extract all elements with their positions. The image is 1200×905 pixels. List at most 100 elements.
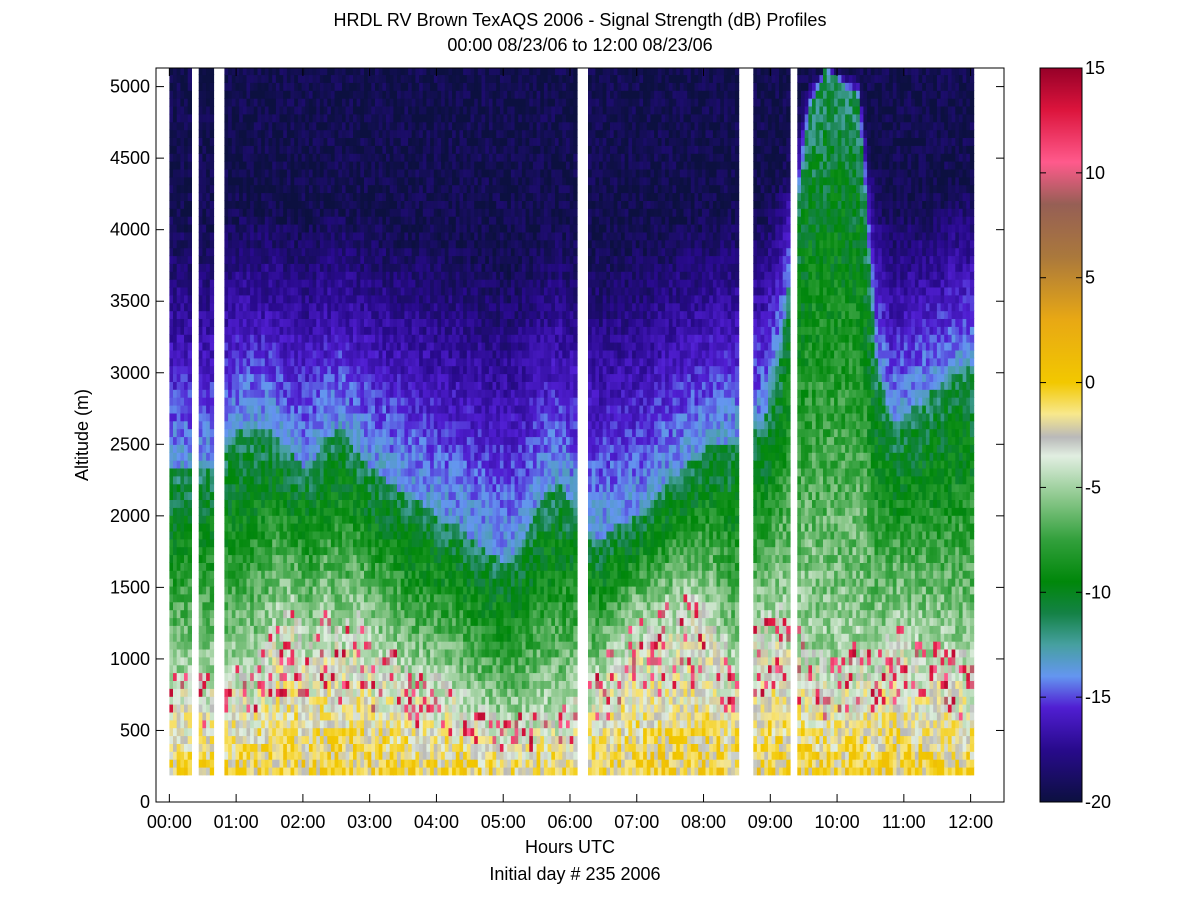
heatmap-cell (250, 586, 254, 595)
heatmap-cell (254, 350, 258, 359)
heatmap-cell (224, 728, 228, 737)
heatmap-cell (254, 625, 258, 634)
heatmap-cell (173, 736, 177, 745)
heatmap-cell (269, 106, 273, 115)
heatmap-cell (173, 767, 177, 776)
heatmap-cell (243, 673, 247, 682)
heatmap-cell (210, 476, 214, 485)
heatmap-cell (265, 436, 269, 445)
heatmap-cell (254, 366, 258, 375)
heatmap-cell (269, 82, 273, 91)
heatmap-cell (250, 240, 254, 249)
heatmap-cell (202, 673, 206, 682)
heatmap-cell (206, 177, 210, 186)
heatmap-cell (269, 271, 273, 280)
heatmap-cell (173, 468, 177, 477)
heatmap-cell (258, 137, 262, 146)
heatmap-cell (269, 389, 273, 398)
heatmap-cell (224, 570, 228, 579)
heatmap-cell (280, 374, 284, 383)
heatmap-cell (280, 712, 284, 721)
heatmap-cell (232, 625, 236, 634)
heatmap-cell (250, 680, 254, 689)
heatmap-cell (199, 704, 203, 713)
heatmap-cell (258, 468, 262, 477)
heatmap-cell (228, 476, 232, 485)
heatmap-cell (202, 381, 206, 390)
heatmap-cell (254, 106, 258, 115)
heatmap-cell (228, 153, 232, 162)
heatmap-cell (199, 712, 203, 721)
heatmap-cell (210, 350, 214, 359)
heatmap-cell (232, 562, 236, 571)
heatmap-cell (272, 751, 276, 760)
heatmap-cell (210, 531, 214, 540)
heatmap-cell (254, 555, 258, 564)
heatmap-cell (283, 106, 287, 115)
heatmap-cell (269, 208, 273, 217)
heatmap-cell (272, 295, 276, 304)
heatmap-cell (280, 602, 284, 611)
heatmap-cell (206, 555, 210, 564)
heatmap-cell (199, 570, 203, 579)
heatmap-cell (199, 452, 203, 461)
heatmap-cell (199, 728, 203, 737)
heatmap-cell (283, 728, 287, 737)
heatmap-cell (184, 610, 188, 619)
heatmap-cell (188, 767, 192, 776)
heatmap-cell (243, 130, 247, 139)
heatmap-cell (291, 743, 295, 752)
heatmap-cell (210, 759, 214, 768)
heatmap-cell (228, 586, 232, 595)
heatmap-cell (265, 767, 269, 776)
heatmap-cell (272, 696, 276, 705)
heatmap-cell (291, 696, 295, 705)
heatmap-cell (269, 185, 273, 194)
heatmap-cell (188, 625, 192, 634)
heatmap-cell (177, 570, 181, 579)
heatmap-cell (254, 531, 258, 540)
heatmap-cell (177, 515, 181, 524)
heatmap-cell (265, 137, 269, 146)
heatmap-cell (243, 224, 247, 233)
heatmap-cell (184, 185, 188, 194)
heatmap-cell (243, 476, 247, 485)
heatmap-cell (272, 633, 276, 642)
heatmap-cell (206, 350, 210, 359)
heatmap-cell (177, 743, 181, 752)
heatmap-cell (243, 248, 247, 257)
heatmap-cell (210, 389, 214, 398)
heatmap-cell (224, 82, 228, 91)
heatmap-cell (250, 476, 254, 485)
heatmap-cell (177, 499, 181, 508)
heatmap-cell (184, 169, 188, 178)
heatmap-cell (265, 358, 269, 367)
heatmap-cell (224, 704, 228, 713)
heatmap-cell (272, 358, 276, 367)
heatmap-cell (239, 712, 243, 721)
heatmap-cell (228, 555, 232, 564)
heatmap-cell (280, 484, 284, 493)
heatmap-cell (272, 82, 276, 91)
heatmap-cell (177, 114, 181, 123)
heatmap-cell (228, 193, 232, 202)
heatmap-cell (239, 74, 243, 83)
heatmap-cell (199, 759, 203, 768)
heatmap-cell (250, 429, 254, 438)
heatmap-cell (280, 263, 284, 272)
heatmap-cell (232, 673, 236, 682)
heatmap-cell (228, 594, 232, 603)
heatmap-cell (291, 736, 295, 745)
heatmap-cell (280, 358, 284, 367)
heatmap-cell (210, 429, 214, 438)
heatmap-cell (188, 696, 192, 705)
heatmap-cell (239, 279, 243, 288)
heatmap-cell (177, 728, 181, 737)
heatmap-cell (173, 130, 177, 139)
heatmap-cell (243, 185, 247, 194)
heatmap-cell (272, 413, 276, 422)
heatmap-cell (177, 318, 181, 327)
heatmap-cell (254, 696, 258, 705)
heatmap-cell (269, 358, 273, 367)
heatmap-cell (184, 106, 188, 115)
